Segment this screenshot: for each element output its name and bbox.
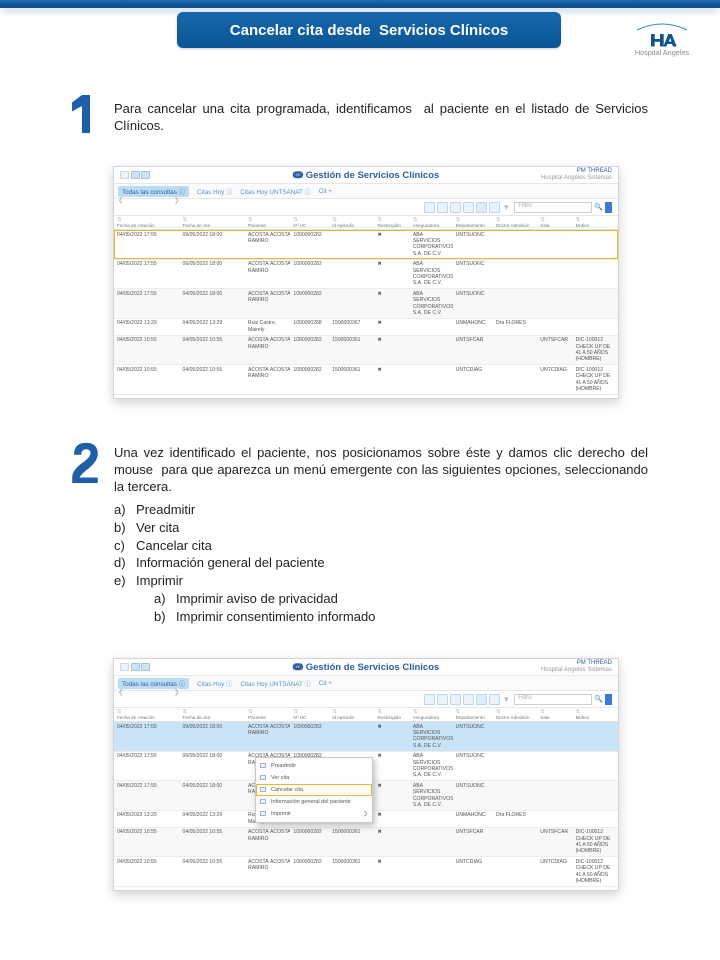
svg-text:Hospital Angeles: Hospital Angeles [635, 48, 690, 57]
